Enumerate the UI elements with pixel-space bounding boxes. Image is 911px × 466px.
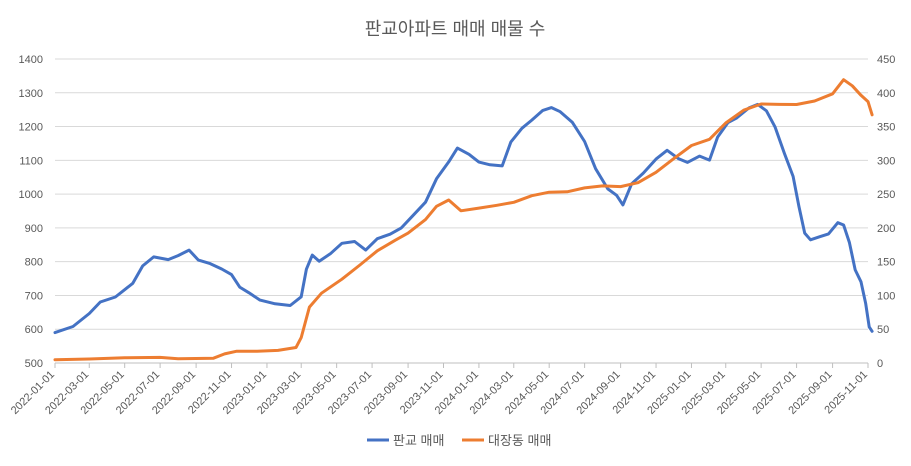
grid-lines xyxy=(55,58,868,364)
y-left-tick-label: 800 xyxy=(25,257,43,269)
legend: 판교 매매 대장동 매매 xyxy=(367,433,551,448)
series-line-pangyo xyxy=(53,102,874,335)
y-right-tick-label: 100 xyxy=(877,290,895,302)
y-left-axis: 500 600 700 800 900 1000 1100 1200 1300 1400 xyxy=(19,54,43,370)
legend-label-daejang: 대장동 매매 xyxy=(488,433,551,448)
legend-label-pangyo: 판교 매매 xyxy=(393,433,444,448)
y-right-axis: 0 50 100 150 200 250 300 350 400 450 xyxy=(877,54,895,370)
y-right-tick-label: 200 xyxy=(877,223,895,235)
y-right-tick-label: 0 xyxy=(877,358,883,370)
series-line-daejang xyxy=(53,78,874,362)
y-right-tick-label: 150 xyxy=(877,257,895,269)
y-left-tick-label: 1300 xyxy=(19,88,43,100)
y-left-tick-label: 600 xyxy=(25,324,43,336)
y-right-tick-label: 50 xyxy=(877,324,889,336)
y-right-tick-label: 300 xyxy=(877,155,895,167)
y-left-tick-label: 700 xyxy=(25,290,43,302)
y-right-tick-label: 250 xyxy=(877,189,895,201)
x-axis: 2022-01-012022-03-012022-05-012022-07-01… xyxy=(9,363,870,417)
y-left-tick-label: 1400 xyxy=(19,54,43,66)
y-left-tick-label: 1000 xyxy=(19,189,43,201)
chart-title: 판교아파트 매매 매물 수 xyxy=(365,19,546,39)
y-right-tick-label: 450 xyxy=(877,54,895,66)
y-left-tick-label: 500 xyxy=(25,358,43,370)
y-left-tick-label: 1200 xyxy=(19,122,43,134)
y-left-tick-label: 900 xyxy=(25,223,43,235)
y-right-tick-label: 400 xyxy=(877,88,895,100)
y-right-tick-label: 350 xyxy=(877,122,895,134)
y-left-tick-label: 1100 xyxy=(19,155,43,167)
series-layer xyxy=(53,78,874,362)
